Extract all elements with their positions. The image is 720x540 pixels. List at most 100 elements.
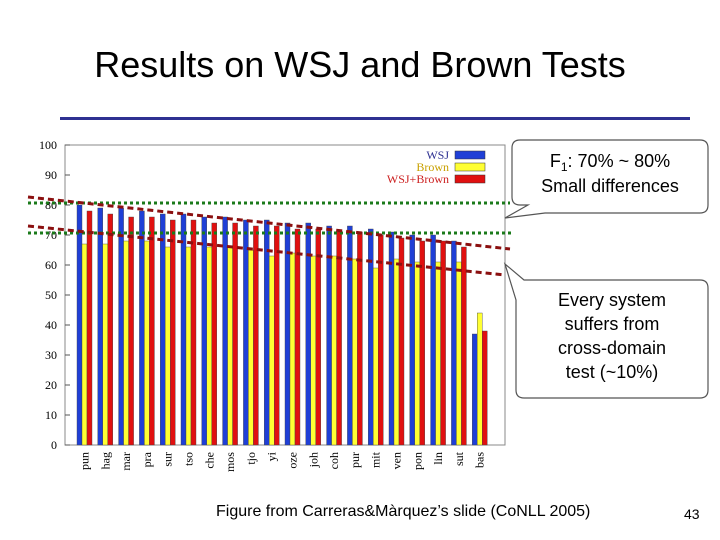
y-tick-label: 10 (45, 408, 57, 422)
bar-wsj-brown-mit (378, 234, 384, 446)
bar-wsj-brown-sut (461, 246, 467, 446)
legend-label-wsj: WSJ (426, 148, 449, 162)
x-category-label: tso (182, 452, 196, 466)
y-tick-label: 90 (45, 168, 57, 182)
x-category-label: oze (286, 452, 300, 469)
y-tick-label: 60 (45, 258, 57, 272)
y-tick-label: 100 (39, 138, 57, 152)
legend-swatch-brown (454, 162, 486, 172)
legend-swatch-wsj (454, 150, 486, 160)
x-category-label: hag (98, 452, 112, 469)
page-number: 43 (684, 506, 700, 522)
callout-top-line1: F1: 70% ~ 80% (550, 151, 670, 174)
bar-brown-pur (352, 258, 358, 446)
bar-brown-pra (144, 240, 150, 446)
figure-caption: Figure from Carreras&Màrquez’s slide (Co… (216, 503, 591, 520)
bar-wsj-brown-sur (169, 219, 176, 446)
bar-wsj-pra (139, 210, 145, 446)
bar-wsj-brown-pur (357, 231, 363, 446)
bar-wsj-mos (222, 216, 228, 446)
y-tick-label: 50 (45, 288, 57, 302)
bar-wsj-oze (284, 222, 291, 446)
y-tick-label: 0 (51, 438, 57, 452)
bar-wsj-che (201, 216, 208, 446)
legend-label-brown: Brown (416, 160, 449, 174)
x-category-label: bas (473, 452, 487, 468)
bar-wsj-brown-oze (294, 228, 301, 446)
callout-bottom-line: Every system (558, 290, 666, 310)
bar-wsj-coh (326, 225, 332, 446)
bar-brown-tjo (248, 249, 254, 446)
bar-wsj-mar (118, 207, 124, 446)
bar-wsj-hag (97, 207, 104, 446)
bar-brown-oze (289, 252, 296, 446)
bar-wsj-brown-che (211, 222, 218, 446)
legend-swatch-wsj-brown (454, 174, 486, 184)
bar-brown-sut (456, 261, 462, 446)
callout-top: F1: 70% ~ 80% Small differences (504, 139, 709, 219)
bar-brown-bas (477, 312, 483, 446)
bar-brown-mar (123, 240, 129, 446)
x-category-label: ven (390, 452, 404, 469)
bar-wsj-brown-lin (440, 240, 446, 446)
bar-wsj-brown-mos (232, 222, 238, 446)
x-category-label: pur (348, 452, 362, 468)
title-underline (60, 117, 690, 120)
callout-bottom: Every system suffers from cross-domain test… (503, 262, 709, 399)
bar-brown-tso (185, 246, 192, 446)
x-category-label: pun (78, 452, 92, 470)
bar-wsj-brown-mar (128, 216, 134, 446)
x-category-label: sut (452, 451, 466, 466)
bar-wsj-brown-bas (482, 330, 488, 446)
bar-wsj-tso (180, 213, 187, 446)
callout-bottom-line: suffers from (565, 314, 660, 334)
x-category-label: sur (161, 452, 175, 467)
x-category-label: che (202, 452, 216, 469)
y-tick-label: 70 (45, 228, 57, 242)
x-category-label: pon (410, 452, 424, 470)
x-category-label: yi (265, 451, 279, 461)
bar-wsj-brown-pra (149, 216, 155, 446)
x-category-label: mos (223, 452, 237, 472)
x-category-label: mar (119, 452, 133, 471)
callout-bottom-line: cross-domain (558, 338, 666, 358)
bar-wsj-brown-joh (315, 228, 321, 446)
bar-wsj-yi (264, 219, 270, 446)
bar-brown-ven (393, 258, 400, 446)
bar-wsj-brown-ven (398, 237, 405, 446)
bar-wsj-brown-yi (274, 225, 280, 446)
bar-brown-che (206, 246, 213, 446)
red-dashed-trend-wsj (27, 195, 511, 251)
bar-wsj-tjo (243, 219, 249, 446)
bar-wsj-brown-pun (86, 210, 93, 446)
x-category-label: joh (306, 452, 320, 468)
x-category-label: lin (431, 452, 445, 465)
slide-title: Results on WSJ and Brown Tests (94, 44, 626, 85)
bar-brown-mos (227, 246, 233, 446)
bar-brown-yi (269, 255, 275, 446)
bar-wsj-brown-hag (107, 213, 114, 446)
bar-wsj-brown-pon (419, 240, 425, 446)
bar-wsj-pun (76, 204, 83, 446)
x-category-label: pra (140, 451, 154, 467)
bar-wsj-brown-tjo (253, 225, 259, 446)
bar-wsj-sur (159, 213, 166, 446)
bar-wsj-sut (451, 240, 457, 446)
callout-top-line2: Small differences (541, 176, 679, 196)
x-category-label: coh (327, 452, 341, 469)
bar-brown-joh (310, 255, 316, 446)
bar-wsj-bas (472, 333, 478, 446)
legend-label-wsj-brown: WSJ+Brown (387, 172, 449, 186)
bar-brown-pun (81, 243, 88, 446)
bar-wsj-brown-coh (336, 231, 342, 446)
y-tick-label: 40 (45, 318, 57, 332)
bar-brown-pon (414, 261, 420, 446)
bar-brown-lin (435, 261, 441, 446)
bar-wsj-brown-tso (190, 219, 197, 446)
bar-brown-hag (102, 243, 109, 446)
y-tick-label: 30 (45, 348, 57, 362)
x-category-label: mit (369, 451, 383, 468)
bar-brown-coh (331, 255, 337, 446)
bar-brown-sur (164, 246, 171, 446)
